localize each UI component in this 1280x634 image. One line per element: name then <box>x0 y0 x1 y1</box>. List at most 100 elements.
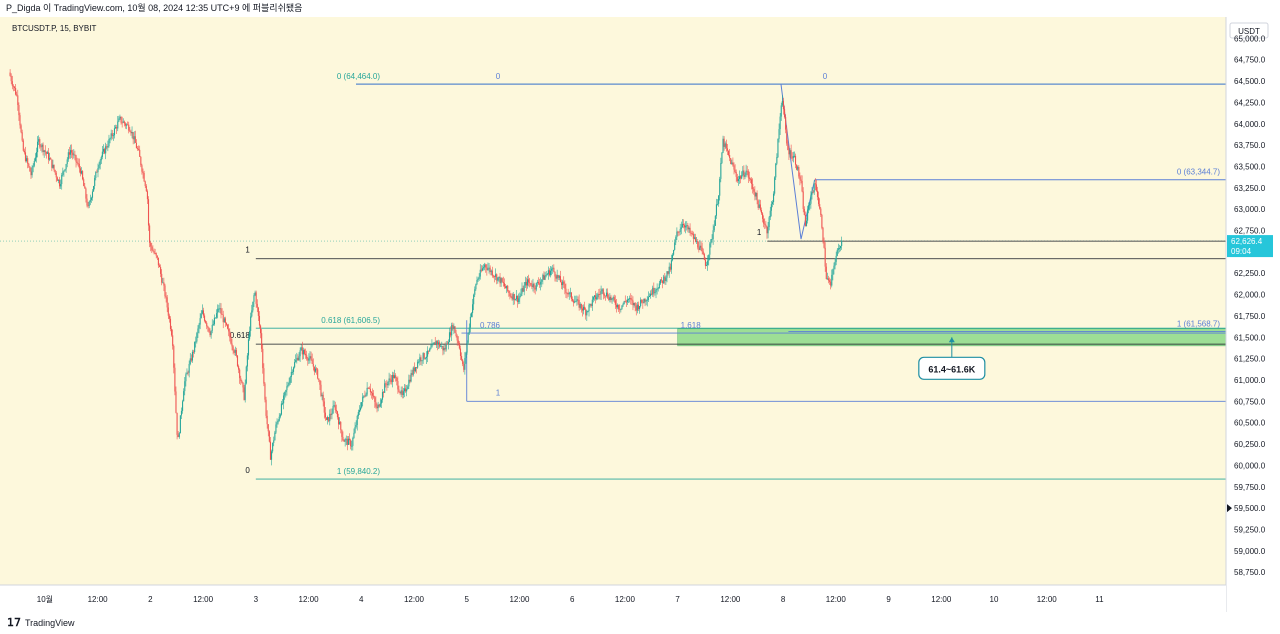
candle-body <box>710 239 712 244</box>
publish-info: P_Digda 이 TradingView.com, 10월 08, 2024 … <box>6 3 303 13</box>
candle-body <box>798 166 800 177</box>
candle-body <box>101 151 103 157</box>
candle-body <box>762 213 764 219</box>
candle-body <box>120 116 122 123</box>
candle-body <box>813 183 815 193</box>
candle-body <box>732 162 734 166</box>
y-tick-label: 64,750.0 <box>1234 56 1266 65</box>
candle-body <box>632 300 634 306</box>
candle-body <box>238 366 240 370</box>
chart-svg[interactable]: BTCUSDT.P, 15, BYBIT 0 (64,464.0) 0.618 (6… <box>0 17 1280 612</box>
candle-body <box>719 178 721 196</box>
tradingview-logo[interactable]: 𝟣𝟩 TradingView <box>7 616 75 629</box>
candle-body <box>824 247 826 267</box>
candle-body <box>45 152 47 154</box>
candle-body <box>637 304 639 310</box>
y-tick-label: 60,750.0 <box>1234 397 1266 406</box>
y-tick-label: 63,500.0 <box>1234 162 1266 171</box>
candle-body <box>413 367 415 372</box>
candle-body <box>41 144 43 147</box>
candle-body <box>187 372 189 374</box>
candle-body <box>484 264 486 268</box>
candle-body <box>597 294 599 298</box>
candle-body <box>24 152 27 162</box>
candle-body <box>12 85 14 87</box>
candle-body <box>77 163 79 164</box>
candle-body <box>289 377 291 383</box>
candle-body <box>432 343 434 345</box>
candle-body <box>587 311 589 312</box>
candle-body <box>256 303 258 308</box>
candle-body <box>556 274 558 279</box>
candle-body <box>154 252 156 254</box>
candle-body <box>26 158 28 162</box>
candle-body <box>669 266 671 270</box>
candle-body <box>700 245 702 248</box>
candle-body <box>641 299 643 303</box>
candle-body <box>253 295 255 302</box>
candle-body <box>622 303 624 306</box>
candle-body <box>9 72 11 76</box>
price-chart[interactable]: BTCUSDT.P, 15, BYBIT 0 (64,464.0) 0.618 (6… <box>0 17 1280 617</box>
candle-body <box>790 150 792 158</box>
candle-body <box>208 327 210 332</box>
candle-body <box>559 276 561 283</box>
price-axis[interactable] <box>1226 17 1280 612</box>
candle-body <box>374 397 376 402</box>
candle-body <box>169 318 172 330</box>
candle-body <box>65 163 67 170</box>
candle-body <box>712 230 714 240</box>
candle-body <box>519 295 521 299</box>
current-price-tag[interactable] <box>1227 235 1273 258</box>
candle-body <box>144 181 146 187</box>
candle-body <box>737 179 739 182</box>
time-axis[interactable] <box>0 585 1226 612</box>
candle-body <box>815 184 817 191</box>
candle-body <box>780 105 782 117</box>
y-tick-label: 65,000.0 <box>1234 34 1266 43</box>
candle-body <box>119 116 121 119</box>
candle-body <box>412 367 414 375</box>
y-tick-label: 62,000.0 <box>1234 291 1266 300</box>
candle-body <box>342 436 344 441</box>
candle-body <box>125 124 128 126</box>
candle-body <box>675 237 677 243</box>
candle-body <box>407 386 409 390</box>
candle-body <box>98 164 100 169</box>
currency-box[interactable] <box>1229 22 1269 39</box>
fib-extension-3-label-1: 0 (63,344.7) <box>1177 168 1220 177</box>
candle-body <box>447 341 449 345</box>
candle-body <box>388 378 390 382</box>
x-tick-label: 12:00 <box>299 595 320 604</box>
candle-body <box>467 332 469 343</box>
candle-body <box>257 307 259 316</box>
candle-body <box>362 396 364 403</box>
candle-body <box>783 109 786 118</box>
x-tick-label: 7 <box>675 595 680 604</box>
candle-body <box>363 395 365 397</box>
candle-body <box>703 254 705 260</box>
y-tick-label: 61,250.0 <box>1234 355 1266 364</box>
candle-body <box>105 146 107 154</box>
candle-body <box>677 231 679 233</box>
candle-body <box>202 310 204 316</box>
candle-body <box>642 302 644 304</box>
candle-body <box>448 332 451 342</box>
candle-body <box>322 394 324 402</box>
candle-body <box>722 138 724 153</box>
candle-body <box>671 254 674 261</box>
candle-body <box>566 292 568 294</box>
candle-body <box>804 214 806 226</box>
candle-body <box>714 215 716 226</box>
candle-body <box>397 381 399 390</box>
candle-body <box>619 309 621 311</box>
candle-body <box>488 267 490 269</box>
candle-body <box>406 389 408 392</box>
candle-body <box>522 288 524 292</box>
candle-body <box>462 359 464 365</box>
candle-body <box>502 281 504 284</box>
candle-body <box>244 383 246 400</box>
candle-body <box>812 191 814 193</box>
callout-box[interactable] <box>918 356 986 380</box>
candle-body <box>378 404 380 407</box>
